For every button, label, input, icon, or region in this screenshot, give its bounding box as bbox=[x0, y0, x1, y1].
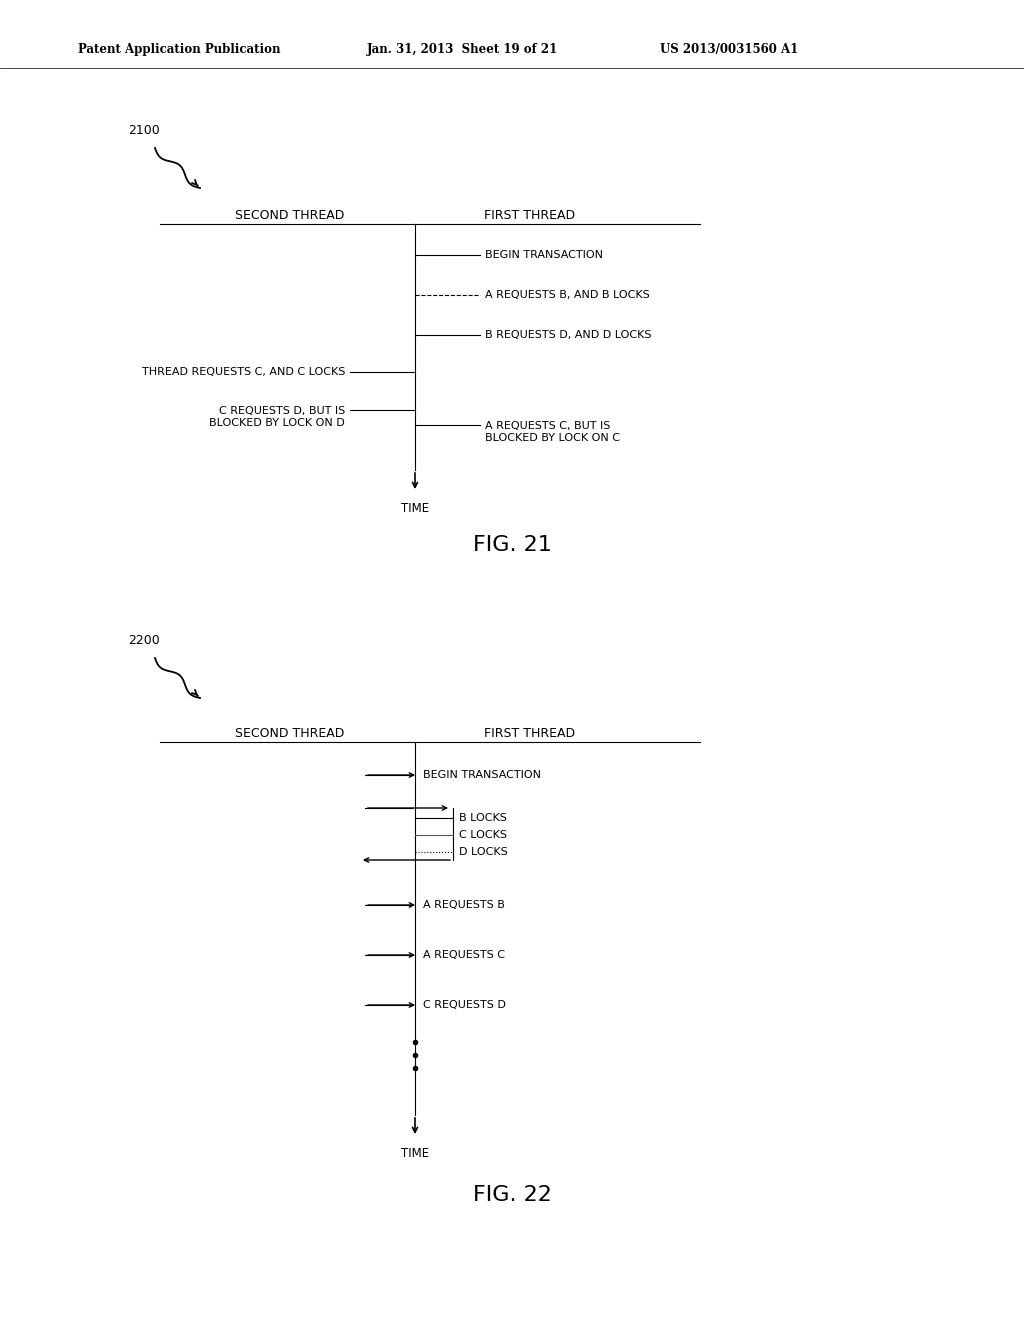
Text: FIRST THREAD: FIRST THREAD bbox=[484, 209, 575, 222]
Text: B LOCKS: B LOCKS bbox=[459, 813, 507, 822]
Text: B REQUESTS D, AND D LOCKS: B REQUESTS D, AND D LOCKS bbox=[485, 330, 651, 341]
Text: C LOCKS: C LOCKS bbox=[459, 830, 507, 840]
Text: US 2013/0031560 A1: US 2013/0031560 A1 bbox=[660, 44, 799, 57]
Text: BEGIN TRANSACTION: BEGIN TRANSACTION bbox=[423, 770, 541, 780]
Text: TIME: TIME bbox=[401, 1147, 429, 1160]
Text: TIME: TIME bbox=[401, 502, 429, 515]
Text: FIG. 22: FIG. 22 bbox=[472, 1185, 552, 1205]
Text: A REQUESTS C: A REQUESTS C bbox=[423, 950, 505, 960]
Text: FIG. 21: FIG. 21 bbox=[472, 535, 552, 554]
Text: A REQUESTS B, AND B LOCKS: A REQUESTS B, AND B LOCKS bbox=[485, 290, 650, 300]
Text: SECOND THREAD: SECOND THREAD bbox=[236, 727, 345, 741]
Text: Patent Application Publication: Patent Application Publication bbox=[78, 44, 281, 57]
Text: FIRST THREAD: FIRST THREAD bbox=[484, 727, 575, 741]
Text: THREAD REQUESTS C, AND C LOCKS: THREAD REQUESTS C, AND C LOCKS bbox=[141, 367, 345, 378]
Text: 2200: 2200 bbox=[128, 634, 160, 647]
Text: 2100: 2100 bbox=[128, 124, 160, 136]
Text: C REQUESTS D, BUT IS
BLOCKED BY LOCK ON D: C REQUESTS D, BUT IS BLOCKED BY LOCK ON … bbox=[209, 407, 345, 428]
Text: A REQUESTS B: A REQUESTS B bbox=[423, 900, 505, 909]
Text: D LOCKS: D LOCKS bbox=[459, 847, 508, 857]
Text: A REQUESTS C, BUT IS
BLOCKED BY LOCK ON C: A REQUESTS C, BUT IS BLOCKED BY LOCK ON … bbox=[485, 421, 620, 442]
Text: SECOND THREAD: SECOND THREAD bbox=[236, 209, 345, 222]
Text: BEGIN TRANSACTION: BEGIN TRANSACTION bbox=[485, 249, 603, 260]
Text: Jan. 31, 2013  Sheet 19 of 21: Jan. 31, 2013 Sheet 19 of 21 bbox=[367, 44, 558, 57]
Text: C REQUESTS D: C REQUESTS D bbox=[423, 1001, 506, 1010]
